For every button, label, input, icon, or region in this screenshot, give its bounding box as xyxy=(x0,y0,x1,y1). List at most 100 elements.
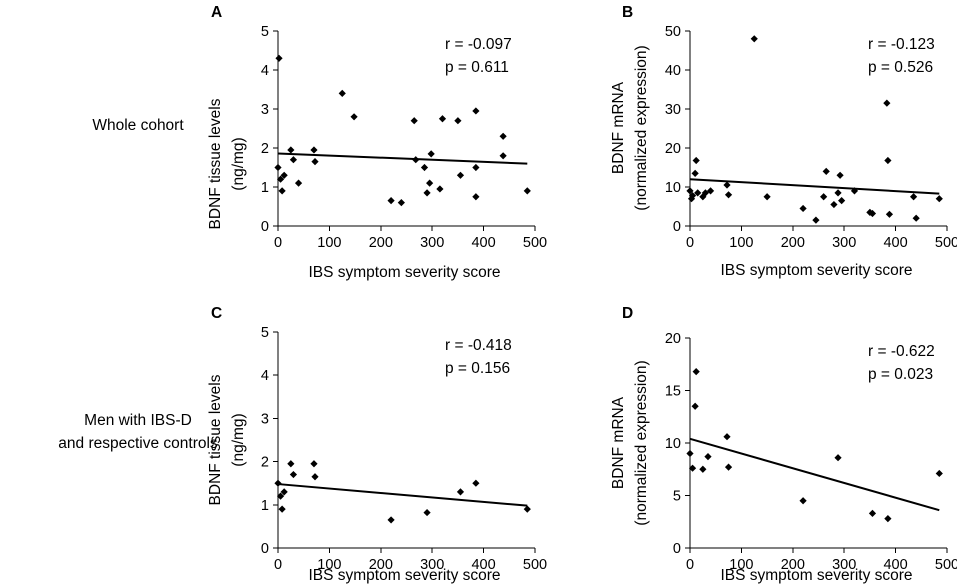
panel-c-x-tick-label: 200 xyxy=(369,557,393,573)
panel-b-x-tick-label: 500 xyxy=(935,235,957,251)
panel-b-y-axis-title-line1: BDNF mRNA xyxy=(610,81,627,174)
panel-b-y-tick-label: 30 xyxy=(665,102,681,118)
panel-a-data-point xyxy=(472,163,480,172)
panel-c-y-axis-title-line2: (ng/mg) xyxy=(230,413,247,466)
panel-b-data-point xyxy=(701,189,710,197)
panel-a-data-point xyxy=(499,132,507,140)
panel-b-data-point xyxy=(838,197,846,205)
panel-d-x-tick-label: 500 xyxy=(935,557,957,573)
panel-c-x-axis-title: IBS symptom severity score xyxy=(308,567,500,584)
panel-b-r-value: r = -0.123 xyxy=(868,36,935,53)
panel-d-data-point xyxy=(935,469,943,478)
panel-a-y-tick-label: 4 xyxy=(261,63,269,79)
panel-b-y-tick-label: 10 xyxy=(665,180,681,196)
panel-b-y-axis-title-line2: (normalized expression) xyxy=(633,45,650,210)
panel-d-data-point xyxy=(834,454,842,462)
panel-a-x-tick-label: 400 xyxy=(471,235,495,251)
panel-a-r-value: r = -0.097 xyxy=(445,36,512,53)
panel-c-letter: C xyxy=(211,305,222,322)
panel-a-y-tick-label: 2 xyxy=(261,141,269,157)
panel-c-x-tick-label: 300 xyxy=(420,557,444,573)
panel-b-data-point xyxy=(799,204,807,213)
panel-a-data-point xyxy=(438,115,447,123)
panel-b-data-point xyxy=(935,195,943,203)
panel-c-data-point xyxy=(311,473,319,481)
panel-c-p-value: p = 0.156 xyxy=(445,360,510,377)
panel-d-y-axis-title-line1: BDNF mRNA xyxy=(610,396,627,489)
panel-a-data-point xyxy=(280,171,288,179)
panel-b-x-tick-label: 400 xyxy=(883,235,907,251)
panel-d-x-tick-label: 200 xyxy=(781,557,805,573)
panel-c-data-point xyxy=(310,460,318,468)
panel-a-x-tick-label: 100 xyxy=(317,235,341,251)
panel-c-y-tick-label: 1 xyxy=(261,498,269,514)
panel-a-data-point xyxy=(287,146,295,154)
panel-d-x-axis-title: IBS symptom severity score xyxy=(720,567,912,584)
panel-c-data-point xyxy=(278,505,286,513)
panel-d-trend-line xyxy=(689,437,940,512)
panel-a-data-point xyxy=(427,150,435,158)
panel-b-data-point xyxy=(912,214,920,222)
panel-a-data-point xyxy=(456,171,465,179)
panel-b-x-tick-label: 0 xyxy=(686,235,694,251)
panel-a-x-tick-label: 300 xyxy=(420,235,444,251)
panel-c: C 0 1 2 3 4 5 0 100 200 300 400 500 IBS symptom sever… xyxy=(207,305,547,584)
panel-a-letter: A xyxy=(211,4,222,21)
panel-b-data-point xyxy=(820,193,828,201)
panel-b-data-point xyxy=(694,189,702,197)
panel-c-data-point xyxy=(472,479,480,487)
row-label-men-ibs-d: Men with IBS-D xyxy=(84,412,192,429)
panel-a-data-point xyxy=(397,199,405,207)
panel-d-data-point xyxy=(691,402,699,410)
panel-a-y-tick-label: 3 xyxy=(261,102,269,118)
panel-a-data-point xyxy=(523,187,531,195)
panel-b-data-point xyxy=(812,216,820,224)
panel-a-data-point xyxy=(499,152,507,160)
panel-d-y-tick-label: 10 xyxy=(665,436,681,452)
panel-b-p-value: p = 0.526 xyxy=(868,59,933,76)
panel-d-data-point xyxy=(699,465,707,473)
panel-c-data-point xyxy=(280,488,288,496)
panel-a-data-point xyxy=(310,146,318,154)
panel-d-x-tick-label: 300 xyxy=(832,557,856,573)
panel-c-data-point xyxy=(456,488,465,496)
panel-c-trend-line xyxy=(277,483,528,507)
panel-a-y-tick-label: 5 xyxy=(261,24,269,40)
panel-b-data-point xyxy=(724,191,733,199)
panel-c-data-point xyxy=(287,460,295,468)
panel-a-y-axis-title-line2: (ng/mg) xyxy=(230,137,247,190)
panel-a-data-point xyxy=(436,185,444,193)
panel-b-data-point xyxy=(723,181,731,189)
panel-a-data-point xyxy=(387,197,395,205)
panel-b-data-point xyxy=(822,167,830,175)
panel-d-data-point xyxy=(724,463,733,471)
panel-b-data-point xyxy=(909,193,918,201)
panel-d-data-point xyxy=(692,368,700,376)
panel-a-data-point xyxy=(289,156,298,164)
row-label-respective-controls: and respective controls xyxy=(58,435,218,452)
panel-c-data-point xyxy=(274,479,282,487)
panel-d-data-point xyxy=(688,464,697,472)
panel-b-data-point xyxy=(884,156,892,165)
panel-c-x-tick-label: 500 xyxy=(523,557,547,573)
panel-a: A 0 1 2 3 4 5 0 100 200 300 400 500 IBS symptom sever… xyxy=(207,4,547,281)
panel-a-p-value: p = 0.611 xyxy=(445,59,509,76)
panel-a-data-point xyxy=(311,158,319,166)
panel-c-y-tick-label: 2 xyxy=(261,455,269,471)
panel-d-y-tick-label: 0 xyxy=(673,541,681,557)
panel-b-x-tick-label: 300 xyxy=(832,235,856,251)
panel-a-data-point xyxy=(276,175,285,183)
panel-d-data-point xyxy=(704,453,712,461)
panel-a-data-point xyxy=(275,54,283,62)
panel-b-letter: B xyxy=(622,4,633,21)
panel-b-data-point xyxy=(750,35,758,43)
panel-a-x-tick-label: 500 xyxy=(523,235,547,251)
panel-b-y-tick-label: 20 xyxy=(665,141,681,157)
panel-d-y-axis-title-line2: (normalized expression) xyxy=(633,360,650,525)
panel-c-y-tick-label: 4 xyxy=(261,368,269,384)
panel-b-x-tick-label: 100 xyxy=(729,235,753,251)
panel-c-data-point xyxy=(387,516,395,524)
panel-c-x-tick-label: 0 xyxy=(274,557,282,573)
panel-b-data-point xyxy=(687,195,696,203)
panel-d-letter: D xyxy=(622,305,633,322)
